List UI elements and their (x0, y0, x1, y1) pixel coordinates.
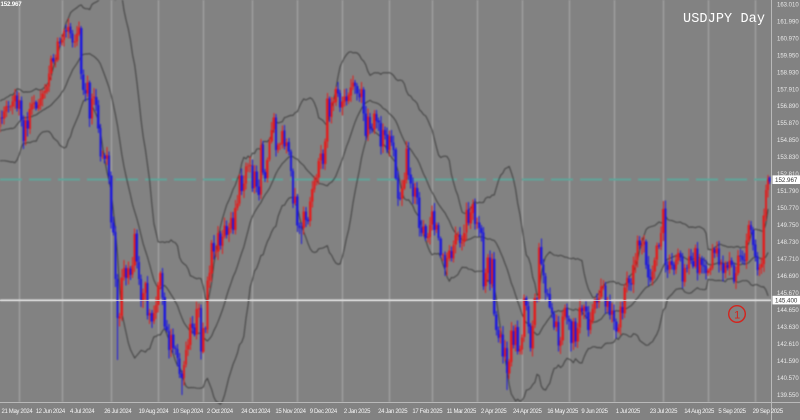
svg-text:154.850: 154.850 (777, 138, 799, 144)
svg-text:9 Dec 2024: 9 Dec 2024 (310, 409, 338, 415)
svg-text:10 Sep 2024: 10 Sep 2024 (173, 409, 204, 415)
svg-text:139.550: 139.550 (777, 393, 799, 399)
svg-text:153.830: 153.830 (777, 155, 799, 161)
svg-text:140.570: 140.570 (777, 376, 799, 382)
svg-text:163.010: 163.010 (777, 2, 799, 8)
svg-text:11 Mar 2025: 11 Mar 2025 (447, 409, 477, 415)
svg-text:29 Sep 2025: 29 Sep 2025 (753, 409, 784, 415)
svg-text:USDJPY Day: USDJPY Day (683, 12, 765, 27)
svg-text:152.967: 152.967 (775, 177, 798, 184)
svg-text:148.730: 148.730 (777, 240, 799, 246)
svg-text:24 Oct 2024: 24 Oct 2024 (241, 409, 271, 415)
svg-text:152.967: 152.967 (1, 1, 23, 8)
svg-text:150.770: 150.770 (777, 206, 799, 212)
svg-text:145.670: 145.670 (777, 291, 799, 297)
svg-text:151.790: 151.790 (777, 189, 799, 195)
svg-text:143.630: 143.630 (777, 325, 799, 331)
svg-text:145.400: 145.400 (775, 298, 798, 305)
svg-text:2 Apr 2025: 2 Apr 2025 (481, 409, 508, 415)
svg-text:14 Aug 2025: 14 Aug 2025 (684, 409, 715, 415)
svg-text:24 Jan 2025: 24 Jan 2025 (378, 409, 408, 415)
svg-text:16 May 2025: 16 May 2025 (547, 409, 579, 415)
svg-text:146.690: 146.690 (777, 274, 799, 280)
svg-text:24 Apr 2025: 24 Apr 2025 (513, 409, 543, 415)
svg-text:141.590: 141.590 (777, 359, 799, 365)
svg-text:17 Feb 2025: 17 Feb 2025 (412, 409, 443, 415)
svg-text:152.810: 152.810 (777, 172, 799, 178)
svg-text:158.930: 158.930 (777, 70, 799, 76)
svg-text:23 Jul 2025: 23 Jul 2025 (650, 409, 678, 415)
svg-text:144.650: 144.650 (777, 308, 799, 314)
svg-text:155.870: 155.870 (777, 121, 799, 127)
svg-text:149.750: 149.750 (777, 223, 799, 229)
svg-text:5 Sep 2025: 5 Sep 2025 (718, 409, 746, 415)
svg-text:2 Jan 2025: 2 Jan 2025 (344, 409, 371, 415)
svg-text:156.890: 156.890 (777, 104, 799, 110)
svg-text:1 Jul 2025: 1 Jul 2025 (616, 409, 641, 415)
svg-text:12 Jun 2024: 12 Jun 2024 (36, 409, 66, 415)
svg-text:160.970: 160.970 (777, 36, 799, 42)
svg-text:21 May 2024: 21 May 2024 (2, 409, 34, 415)
svg-text:26 Jul 2024: 26 Jul 2024 (104, 409, 132, 415)
svg-text:9 Jun 2025: 9 Jun 2025 (581, 409, 608, 415)
svg-text:157.910: 157.910 (777, 87, 799, 93)
svg-text:2 Oct 2024: 2 Oct 2024 (207, 409, 234, 415)
svg-text:4 Jul 2024: 4 Jul 2024 (70, 409, 95, 415)
svg-text:1: 1 (734, 310, 740, 322)
svg-text:147.710: 147.710 (777, 257, 799, 263)
svg-text:142.610: 142.610 (777, 342, 799, 348)
svg-text:159.950: 159.950 (777, 53, 799, 59)
svg-text:15 Nov 2024: 15 Nov 2024 (275, 409, 306, 415)
svg-text:19 Aug 2024: 19 Aug 2024 (139, 409, 170, 415)
svg-text:161.990: 161.990 (777, 19, 799, 25)
